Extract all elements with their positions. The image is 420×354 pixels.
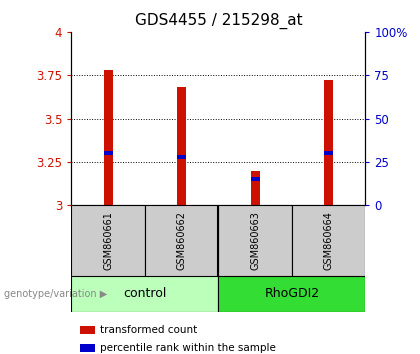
Bar	[145, 205, 218, 276]
Text: GSM860663: GSM860663	[250, 211, 260, 270]
Bar	[292, 205, 365, 276]
Bar	[177, 155, 186, 159]
Bar	[71, 205, 145, 276]
Bar	[218, 276, 365, 312]
Text: control: control	[123, 287, 167, 300]
Text: transformed count: transformed count	[100, 325, 197, 335]
Bar	[324, 152, 333, 155]
Text: GSM860662: GSM860662	[177, 211, 186, 270]
Bar	[71, 276, 218, 312]
Bar	[324, 80, 333, 205]
Text: percentile rank within the sample: percentile rank within the sample	[100, 343, 276, 353]
Title: GDS4455 / 215298_at: GDS4455 / 215298_at	[134, 13, 302, 29]
Bar	[177, 87, 186, 205]
Text: RhoGDI2: RhoGDI2	[264, 287, 320, 300]
Text: GSM860664: GSM860664	[324, 211, 333, 270]
Bar	[104, 152, 113, 155]
Bar	[218, 205, 292, 276]
Bar	[251, 171, 260, 205]
Text: genotype/variation ▶: genotype/variation ▶	[4, 289, 108, 299]
Text: GSM860661: GSM860661	[103, 211, 113, 270]
Bar	[104, 70, 113, 205]
Bar	[251, 177, 260, 181]
